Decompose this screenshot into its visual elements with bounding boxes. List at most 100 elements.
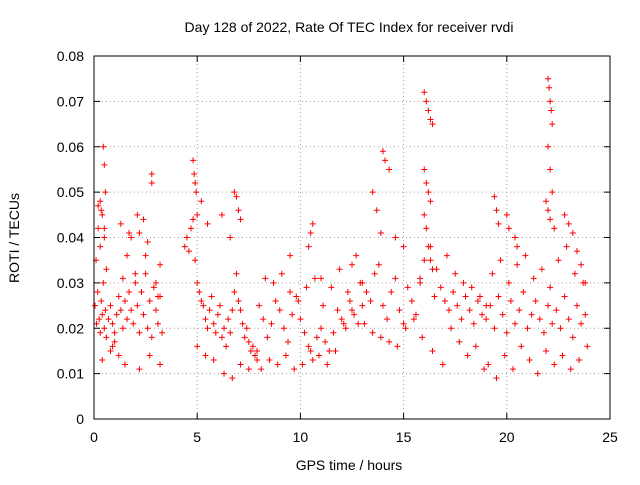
- data-point: [400, 243, 407, 250]
- data-point: [97, 243, 104, 250]
- data-point: [555, 257, 562, 264]
- data-point: [138, 288, 145, 295]
- data-point: [509, 366, 516, 373]
- data-point: [547, 166, 554, 173]
- data-point: [126, 229, 133, 236]
- data-point: [287, 288, 294, 295]
- data-point: [505, 225, 512, 232]
- data-point: [573, 302, 580, 309]
- data-point: [571, 270, 578, 277]
- grid-lines: [94, 56, 610, 419]
- data-point: [113, 311, 120, 318]
- data-point: [243, 325, 250, 332]
- data-point: [458, 316, 465, 323]
- data-point: [379, 148, 386, 155]
- data-point: [144, 239, 151, 246]
- y-tick-label: 0.04: [57, 230, 84, 246]
- data-point: [369, 189, 376, 196]
- data-point: [433, 266, 440, 273]
- data-point: [191, 170, 198, 177]
- data-point: [245, 366, 252, 373]
- y-tick-label: 0.08: [57, 48, 84, 64]
- data-point: [427, 198, 434, 205]
- data-point: [495, 220, 502, 227]
- data-point: [476, 293, 483, 300]
- data-point: [565, 220, 572, 227]
- x-tick-label: 5: [193, 429, 201, 445]
- data-point: [388, 288, 395, 295]
- data-point: [332, 347, 339, 354]
- data-point: [351, 311, 358, 318]
- data-point: [148, 334, 155, 341]
- data-point: [268, 320, 275, 327]
- data-point: [194, 279, 201, 286]
- data-point: [322, 338, 329, 345]
- data-point: [483, 316, 490, 323]
- data-point: [148, 170, 155, 177]
- y-tick-label: 0: [76, 411, 84, 427]
- data-point: [460, 279, 467, 286]
- data-point: [249, 343, 256, 350]
- x-tick-label: 10: [293, 429, 309, 445]
- data-point: [528, 311, 535, 318]
- data-point: [99, 357, 106, 364]
- data-point: [119, 325, 126, 332]
- data-point: [157, 361, 164, 368]
- data-point: [392, 275, 399, 282]
- data-point: [218, 334, 225, 341]
- data-point: [210, 357, 217, 364]
- data-point: [404, 284, 411, 291]
- data-point: [493, 375, 500, 382]
- data-point: [369, 329, 376, 336]
- data-point: [235, 207, 242, 214]
- data-point: [97, 198, 104, 205]
- data-point: [185, 248, 192, 255]
- data-point: [396, 307, 403, 314]
- data-point: [431, 293, 438, 300]
- data-point: [154, 293, 161, 300]
- data-point: [569, 229, 576, 236]
- data-point: [429, 347, 436, 354]
- data-point: [237, 361, 244, 368]
- data-point: [132, 270, 139, 277]
- data-point: [233, 193, 240, 200]
- data-point: [94, 288, 101, 295]
- data-point: [384, 316, 391, 323]
- data-point: [524, 325, 531, 332]
- data-point: [190, 216, 197, 223]
- data-point: [421, 166, 428, 173]
- data-point: [307, 347, 314, 354]
- data-point: [367, 298, 374, 305]
- data-point: [231, 288, 238, 295]
- data-point: [136, 329, 143, 336]
- data-point: [520, 288, 527, 295]
- plot-frame: [93, 55, 611, 420]
- data-point: [134, 211, 141, 218]
- data-point: [545, 207, 552, 214]
- data-point: [373, 207, 380, 214]
- y-tick-label: 0.05: [57, 184, 84, 200]
- data-point: [557, 325, 564, 332]
- data-point: [452, 270, 459, 277]
- data-point: [188, 225, 195, 232]
- data-point: [102, 189, 109, 196]
- data-point: [336, 266, 343, 273]
- data-point: [264, 334, 271, 341]
- data-point: [307, 229, 314, 236]
- data-point: [318, 275, 325, 282]
- data-point: [107, 347, 114, 354]
- data-point: [111, 329, 118, 336]
- data-point: [103, 266, 110, 273]
- data-point: [507, 298, 514, 305]
- data-point: [543, 198, 550, 205]
- data-point: [549, 189, 556, 196]
- data-point: [247, 347, 254, 354]
- data-point: [470, 320, 477, 327]
- data-point: [582, 311, 589, 318]
- data-point: [297, 316, 304, 323]
- data-point: [526, 357, 533, 364]
- data-point: [551, 225, 558, 232]
- data-point: [301, 329, 308, 336]
- data-point: [98, 207, 105, 214]
